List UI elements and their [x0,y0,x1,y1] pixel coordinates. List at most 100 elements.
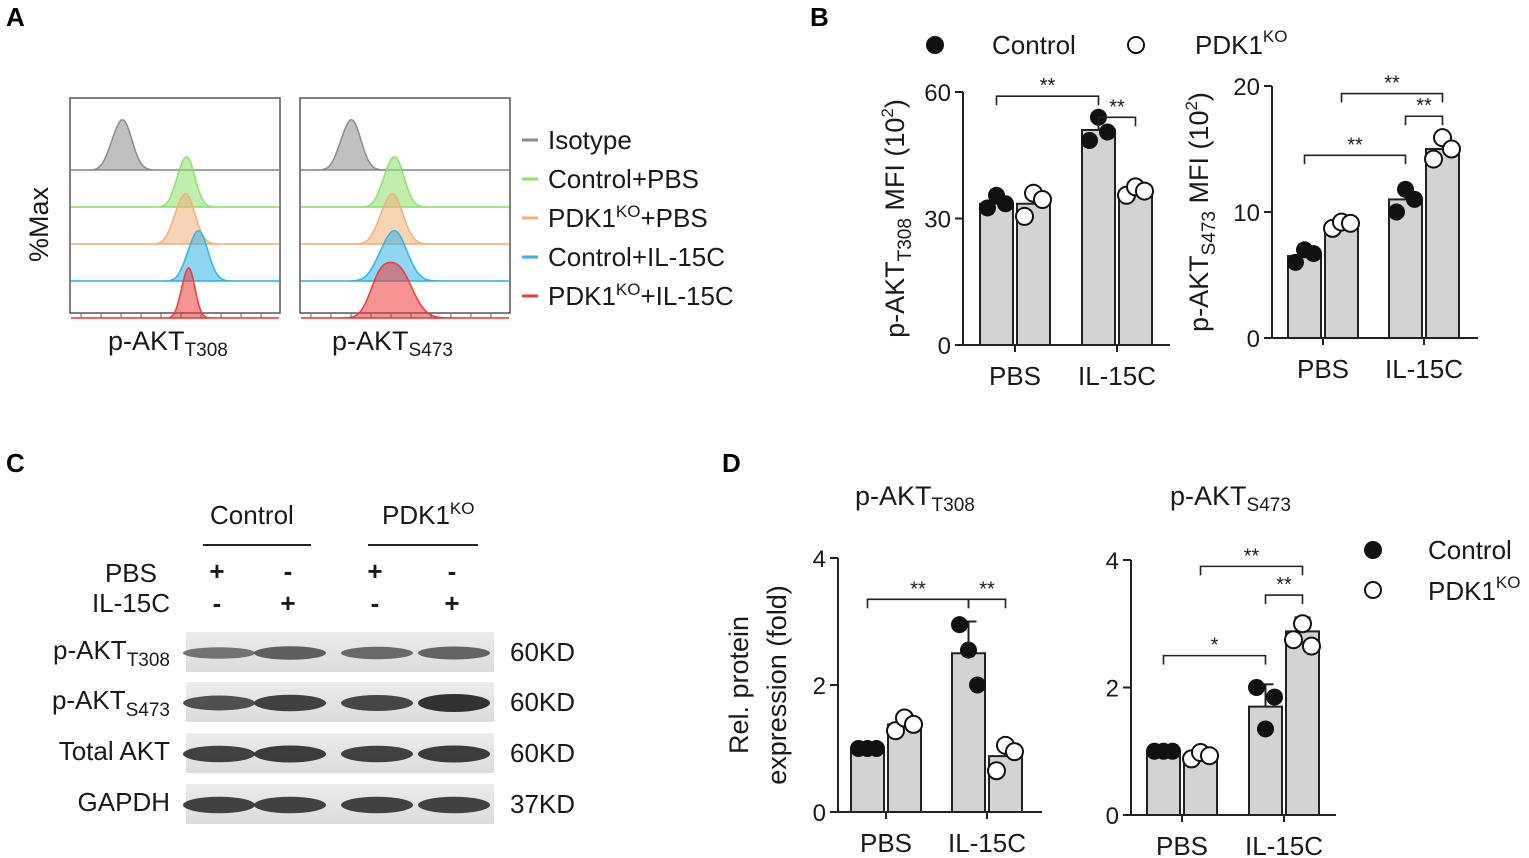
x-category-label: IL-15C [948,828,1026,858]
blot-size-label: 60KD [510,738,575,768]
data-point-ko [1341,213,1360,233]
legend-b: Control PDK1KO [926,27,1287,60]
histogram-curves-s473 [301,118,509,319]
x-category-label: IL-15C [1385,354,1463,384]
legend-control-label: Control [992,30,1076,60]
significance-label: ** [1276,574,1292,596]
y-tick-label: 4 [813,546,826,573]
legend-control-marker [926,36,944,54]
x-category-label: PBS [860,828,912,858]
data-point-ko [1302,636,1321,656]
data-point-control [868,740,885,757]
significance-label: ** [979,578,995,600]
flow-histogram-panel: %Max p-AKTT308 p-AKTS473 Isotype Control+… [24,97,734,361]
blot-pbs-sign: - [284,556,293,586]
legend-d-control-marker [1364,541,1382,559]
blot-band [341,646,413,660]
legend-d-control-label: Control [1428,535,1512,565]
data-point-control [1081,131,1098,149]
histogram-curve-control_il15c [71,229,279,282]
significance-bracket [1264,594,1304,605]
x-category-label: PBS [989,361,1041,391]
legend-ko-label: PDK1KO [1195,27,1287,60]
significance-label: ** [1347,134,1363,156]
y-tick-label: 4 [1106,548,1119,575]
y-tick-label: 0 [813,800,826,827]
flow-x-label-t308: p-AKTT308 [108,326,228,361]
data-point-control [997,195,1014,213]
significance-bracket [967,598,1007,609]
chart-b-t308: 0 30 60 PBS IL-15C ** ** p-AKTT308 MFI (102) [878,75,1170,391]
significance-label: * [1211,635,1219,657]
bar-control [1388,198,1423,339]
blot-band [418,745,490,763]
histogram-curve-isotype [301,118,509,171]
panel-letter-d: D [722,448,741,478]
data-point-ko [886,721,905,741]
flow-legend-label-control_il15c: Control+IL-15C [548,242,725,272]
histogram-curves-t308 [71,118,279,319]
significance-label: ** [910,578,926,600]
significance-bracket [1097,116,1137,127]
blot-group-ko: PDK1KO [382,499,474,530]
x-category-label: PBS [1297,354,1349,384]
bar-control [1146,750,1181,816]
y-axis-title-line2: expression (fold) [762,585,792,785]
blot-il15c-label: IL-15C [92,588,170,618]
bar-ko [1324,223,1359,340]
y-axis-title: p-AKTS473 MFI (102) [1182,92,1220,332]
y-tick-label: 30 [924,207,951,234]
flow-y-axis-label: %Max [24,186,54,262]
bar-control [1081,128,1116,346]
flow-legend-label-pdk1ko_pbs: PDK1KO+PBS [548,202,708,233]
data-point-ko [1200,746,1219,766]
significance-bracket [995,95,1100,106]
blot-row-label: GAPDH [78,787,170,817]
blot-size-label: 60KD [510,637,575,667]
histogram-curve-pdk1ko_pbs [301,193,509,245]
blot-row-label: p-AKTT308 [53,635,170,671]
blot-band [418,646,490,660]
significance-label: ** [1244,545,1260,567]
data-point-ko [987,761,1006,781]
significance-label: ** [1109,96,1125,118]
flow-legend-label-isotype: Isotype [548,125,632,155]
blot-pbs-sign: - [448,556,457,586]
significance-label: ** [1416,95,1432,117]
legend-d-ko-marker [1364,581,1382,599]
histogram-curve-pdk1ko_il15c [301,261,509,319]
blot-band [254,796,326,814]
blot-group-control: Control [210,500,294,530]
bar-control [850,747,885,813]
y-tick-label: 20 [1233,74,1260,101]
histogram-curve-control_pbs [71,155,279,208]
significance-bracket [1303,154,1407,165]
legend-ko-marker [1127,36,1145,54]
blot-band [183,796,255,814]
data-point-ko [1033,190,1052,210]
data-point-ko [1135,181,1154,201]
blot-size-label: 60KD [510,687,575,717]
significance-bracket [1340,92,1444,103]
flow-x-label-s473: p-AKTS473 [332,326,453,361]
data-point-ko [1424,149,1443,169]
blot-row-label: p-AKTS473 [52,685,170,721]
histogram-curve-isotype [71,118,279,171]
data-point-control [1406,190,1423,208]
blot-band [254,694,326,712]
y-tick-label: 0 [1247,326,1260,353]
significance-label: ** [1040,75,1056,97]
significance-bracket [866,598,970,609]
significance-bracket [1404,115,1444,126]
data-point-ko [1015,206,1034,226]
data-point-control [960,641,977,659]
blot-pbs-label: PBS [105,558,157,588]
blot-size-label: 37KD [510,789,575,819]
blot-band [254,745,326,763]
bar-control [979,202,1014,346]
significance-bracket [1162,654,1267,665]
blot-band [341,796,413,814]
x-category-label: IL-15C [1245,831,1323,858]
flow-legend-label-control_pbs: Control+PBS [548,164,699,194]
